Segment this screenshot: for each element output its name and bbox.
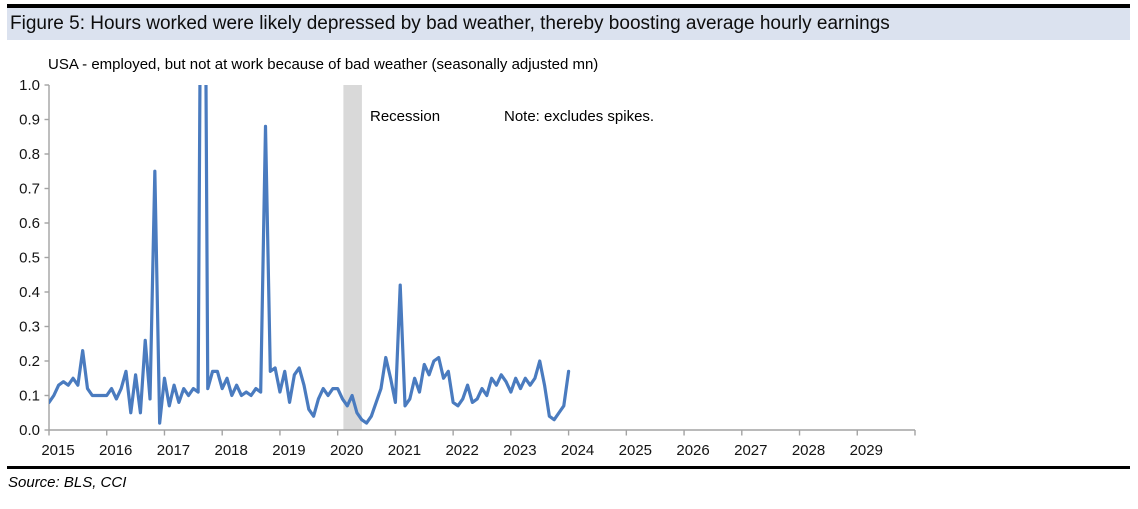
x-axis-ticks bbox=[48, 430, 916, 436]
x-tick-label: 2019 bbox=[272, 442, 305, 459]
title-bar: Figure 5: Hours worked were likely depre… bbox=[7, 8, 1130, 40]
recession-band bbox=[343, 85, 362, 430]
x-tick-label: 2024 bbox=[561, 442, 594, 459]
x-tick-label: 2015 bbox=[41, 442, 74, 459]
x-tick-label: 2016 bbox=[99, 442, 132, 459]
y-tick-label: 0.9 bbox=[19, 112, 40, 129]
x-tick-label: 2029 bbox=[850, 442, 883, 459]
x-tick-label: 2018 bbox=[215, 442, 248, 459]
series-line bbox=[49, 85, 571, 425]
x-tick-label: 2027 bbox=[734, 442, 767, 459]
y-tick-label: 0.5 bbox=[19, 250, 40, 267]
y-tick-label: 0.1 bbox=[19, 388, 40, 405]
y-tick-label: 0.6 bbox=[19, 215, 40, 232]
y-axis-ticks bbox=[44, 84, 49, 431]
chart-subtitle: USA - employed, but not at work because … bbox=[48, 56, 599, 73]
top-rule bbox=[7, 4, 1130, 8]
source-text: Source: BLS, CCI bbox=[8, 474, 127, 491]
y-tick-label: 0.7 bbox=[19, 181, 40, 198]
x-tick-label: 2023 bbox=[503, 442, 536, 459]
y-tick-label: 0.3 bbox=[19, 319, 40, 336]
x-tick-label: 2020 bbox=[330, 442, 363, 459]
figure-title: Figure 5: Hours worked were likely depre… bbox=[10, 13, 890, 34]
x-tick-label: 2028 bbox=[792, 442, 825, 459]
x-axis-labels: 2015 2016 2017 2018 2019 2020 2021 2022 2023 2024… bbox=[41, 442, 883, 459]
y-tick-label: 0.0 bbox=[19, 422, 40, 439]
x-tick-label: 2025 bbox=[619, 442, 652, 459]
y-tick-label: 0.2 bbox=[19, 353, 40, 370]
y-tick-label: 0.4 bbox=[19, 284, 40, 301]
y-tick-label: 0.8 bbox=[19, 146, 40, 163]
y-axis-labels: 0.0 0.1 0.2 0.3 0.4 0.5 0.6 0.7 0.8 0.9 1.0 bbox=[19, 77, 40, 439]
x-tick-label: 2021 bbox=[388, 442, 421, 459]
note-label: Note: excludes spikes. bbox=[504, 108, 654, 125]
bottom-rule bbox=[7, 466, 1130, 469]
x-tick-label: 2022 bbox=[445, 442, 478, 459]
x-tick-label: 2017 bbox=[157, 442, 190, 459]
recession-label: Recession bbox=[370, 108, 440, 125]
x-tick-label: 2026 bbox=[676, 442, 709, 459]
y-tick-label: 1.0 bbox=[19, 77, 40, 94]
